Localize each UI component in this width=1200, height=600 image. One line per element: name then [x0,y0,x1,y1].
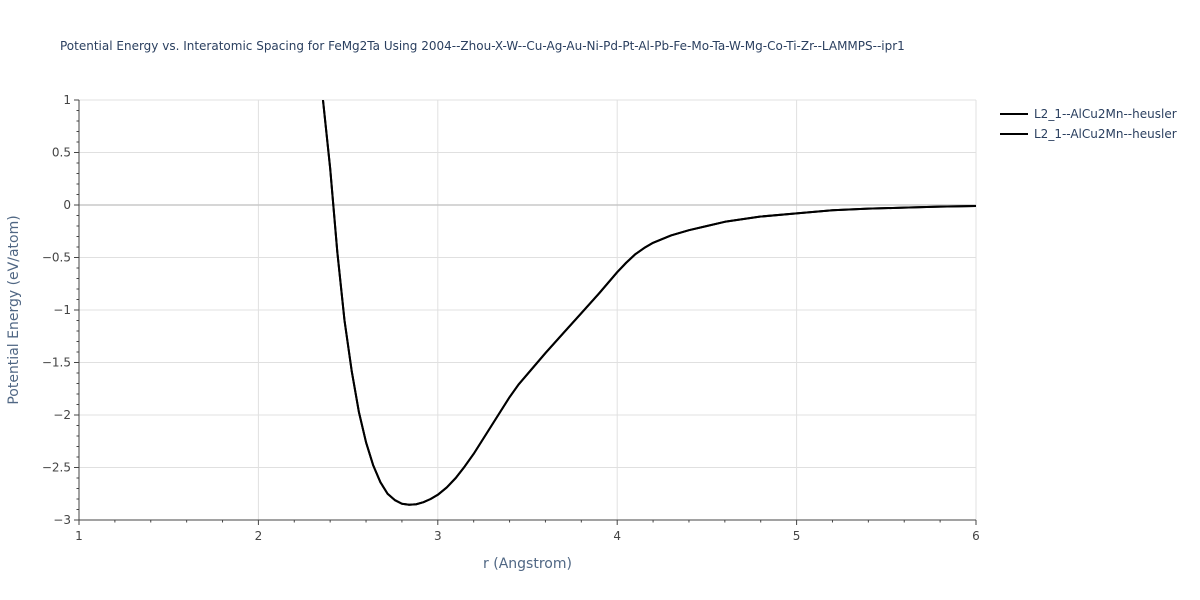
series-layer [321,100,976,506]
y-tick-label: 0 [63,198,71,212]
legend-label: L2_1--AlCu2Mn--heusler [1034,127,1177,141]
y-tick-label: −2 [53,408,71,422]
x-tick-label: 2 [255,529,263,543]
y-tick-label: 1 [63,93,71,107]
x-tick-label: 3 [434,529,442,543]
y-tick-label: −3 [53,513,71,527]
series-line-2 [321,100,976,506]
y-axis-title: Potential Energy (eV/atom) [6,215,22,404]
x-axis-title: r (Angstrom) [483,556,572,572]
legend-item-1[interactable]: L2_1--AlCu2Mn--heusler [1000,107,1177,121]
grid [79,99,977,520]
chart-title: Potential Energy vs. Interatomic Spacing… [60,39,905,53]
y-tick-label: −1.5 [42,356,71,370]
legend[interactable]: L2_1--AlCu2Mn--heusler L2_1--AlCu2Mn--heu… [1000,107,1177,141]
x-axis-ticks: 1 2 3 4 5 6 [75,520,980,543]
y-tick-label: −2.5 [42,461,71,475]
legend-item-2[interactable]: L2_1--AlCu2Mn--heusler [1000,127,1177,141]
y-tick-label: −0.5 [42,251,71,265]
x-tick-label: 4 [613,529,621,543]
y-axis-ticks: 1 0.5 0 −0.5 −1 −1.5 −2 −2.5 −3 [42,93,79,527]
x-tick-label: 6 [972,529,980,543]
series-line-1 [321,100,976,506]
y-tick-label: −1 [53,303,71,317]
legend-label: L2_1--AlCu2Mn--heusler [1034,107,1177,121]
x-tick-label: 1 [75,529,83,543]
y-tick-label: 0.5 [52,146,71,160]
x-tick-label: 5 [793,529,801,543]
